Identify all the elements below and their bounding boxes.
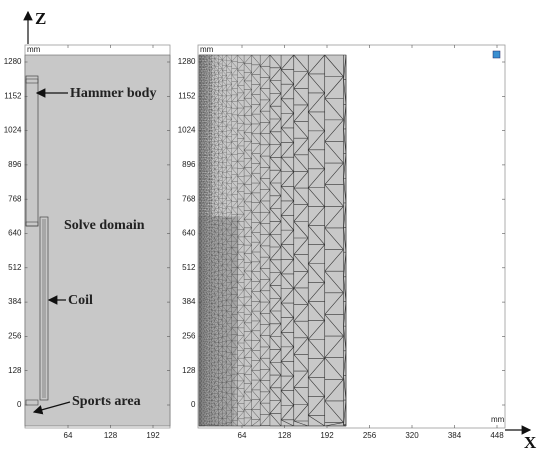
y-tick-label: 640: [182, 229, 196, 238]
y-tick-label: 1280: [4, 57, 22, 66]
unit-label: mm: [27, 45, 41, 54]
y-tick-label: 384: [8, 297, 22, 306]
hammer-body-part: [25, 78, 39, 84]
view-icon[interactable]: [492, 50, 501, 59]
mesh-lines: [343, 54, 347, 427]
z-label: Z: [35, 9, 46, 28]
mesh-lines: [237, 54, 245, 427]
mesh-lines: [269, 54, 282, 427]
x-tick-label: 128: [104, 431, 118, 440]
y-tick-label: 128: [8, 366, 22, 375]
sports-area: [25, 399, 39, 406]
y-tick-label: 896: [182, 160, 196, 169]
mesh-lines: [251, 54, 261, 427]
x-tick-label: 448: [490, 431, 504, 440]
annotation: Solve domain: [64, 218, 145, 233]
mesh: [198, 54, 347, 427]
unit-label: mm: [200, 45, 214, 54]
y-tick-label: 128: [182, 366, 196, 375]
annotation: Hammer body: [70, 86, 156, 101]
x-tick-label: 64: [238, 431, 247, 440]
x-tick-label: 320: [405, 431, 419, 440]
y-tick-label: 1280: [178, 57, 196, 66]
x-tick-label: 192: [146, 431, 160, 440]
y-tick-label: 896: [8, 160, 22, 169]
unit-label: mm: [491, 415, 505, 424]
mesh-lines: [324, 54, 344, 427]
y-tick-label: 1152: [4, 91, 22, 100]
y-tick-label: 0: [191, 400, 196, 409]
y-tick-label: 768: [182, 194, 196, 203]
x-tick-label: 384: [448, 431, 462, 440]
x-tick-label: 256: [363, 431, 377, 440]
annotation-arrow: [32, 401, 71, 415]
y-tick-label: 1024: [178, 126, 196, 135]
mesh-lines: [198, 216, 240, 426]
annotation: Sports area: [72, 394, 141, 409]
mesh-lines: [199, 54, 212, 217]
mesh-lines: [218, 54, 223, 427]
mesh-panel: mm mm 1280115210248967686405123842561280…: [178, 44, 506, 440]
y-tick-label: 1024: [4, 126, 22, 135]
y-tick-label: 1152: [178, 91, 196, 100]
mesh-lines: [293, 54, 309, 427]
x-label: X: [524, 433, 537, 452]
solve-domain: [24, 54, 171, 427]
y-tick-label: 256: [8, 332, 22, 341]
y-tick-label: 640: [8, 229, 22, 238]
hammer-body-part: [25, 221, 39, 227]
y-tick-label: 512: [182, 263, 196, 272]
coil: [39, 216, 49, 401]
x-tick-label: 128: [278, 431, 292, 440]
mesh-lines: [231, 54, 238, 427]
x-tick-label: 64: [64, 431, 73, 440]
mesh-lines: [308, 54, 326, 427]
y-tick-label: 768: [8, 194, 22, 203]
mesh-lines: [259, 54, 271, 426]
y-tick-label: 384: [182, 297, 196, 306]
annotation: Coil: [68, 293, 93, 308]
mesh-lines: [243, 54, 252, 427]
y-tick-label: 512: [8, 263, 22, 272]
y-tick-label: 0: [17, 400, 22, 409]
y-tick-label: 256: [182, 332, 196, 341]
x-tick-label: 192: [320, 431, 334, 440]
geometry-panel: mm Hammer body Solve domain Coil Sports …: [4, 44, 171, 440]
mesh-lines: [209, 54, 213, 427]
mesh-lines: [280, 54, 295, 427]
